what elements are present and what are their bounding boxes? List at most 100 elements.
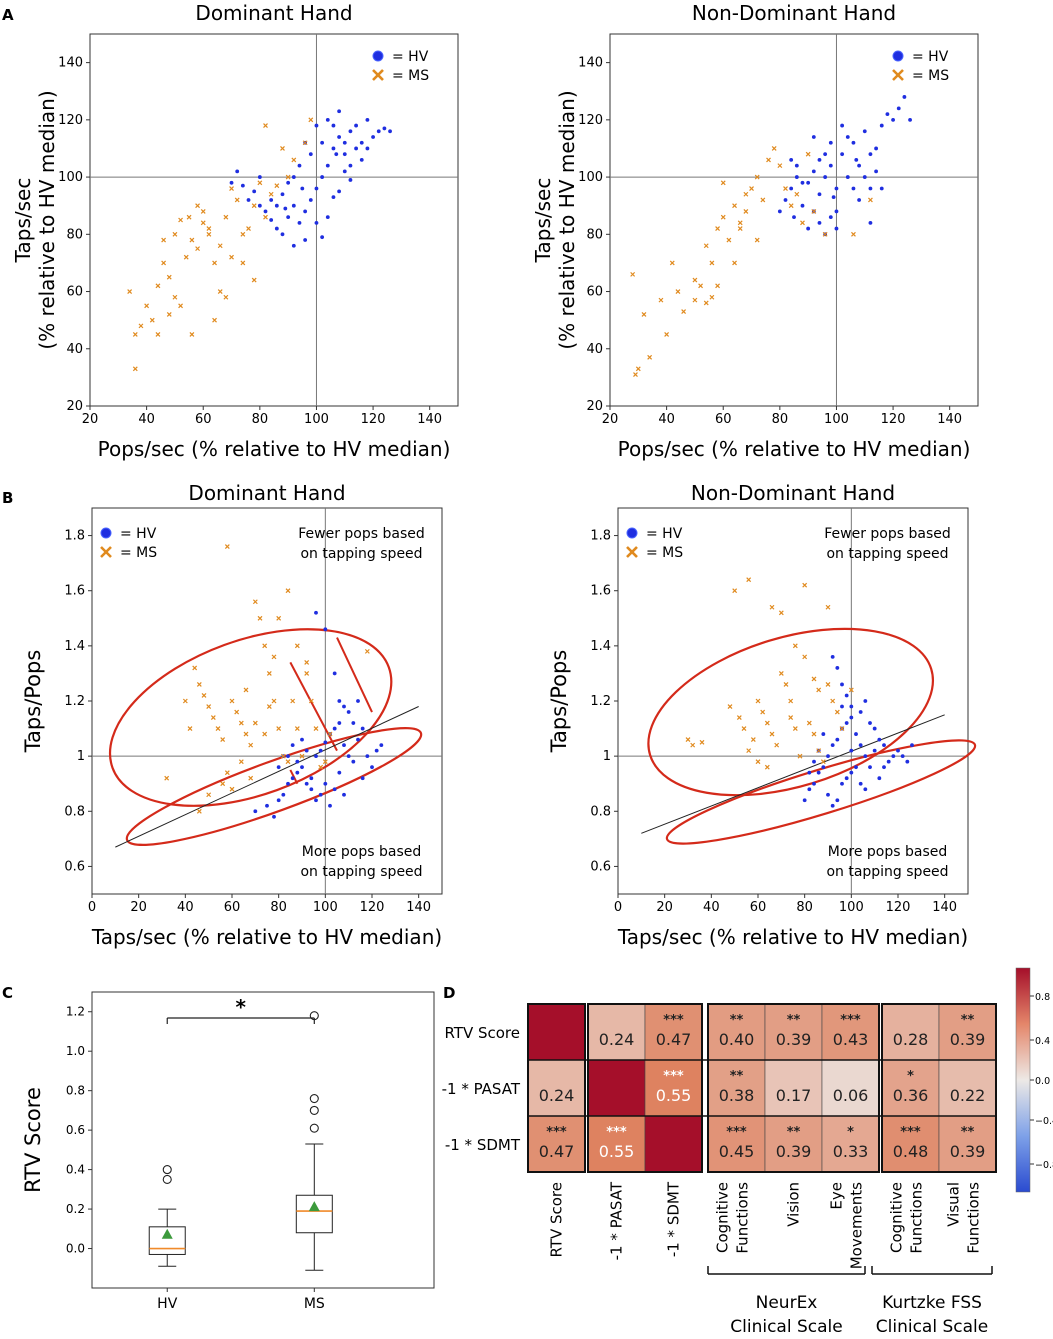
y-tick-label: 100	[58, 170, 83, 185]
hv-point	[263, 209, 268, 214]
ms-point	[212, 260, 217, 266]
ms-point	[248, 742, 254, 748]
hv-point	[857, 163, 862, 168]
ms-point-stroke	[806, 720, 812, 726]
ms-point	[825, 682, 831, 687]
heatmap-cell	[764, 1115, 823, 1173]
heatmap-cell-stars: *	[847, 1125, 854, 1140]
ms-point-stroke	[262, 731, 268, 737]
legend-ms-label: = MS	[646, 545, 683, 561]
x-tick-label: 40	[138, 412, 155, 427]
x-tick-label: 140	[406, 900, 431, 915]
ms-point-stroke	[675, 289, 681, 294]
ms-point	[252, 720, 258, 726]
ms-point-stroke	[212, 317, 217, 323]
y-tick-label: 0.0	[66, 1242, 85, 1256]
ms-point-stroke	[811, 208, 817, 214]
heatmap-cell-value: 0.40	[719, 1030, 755, 1049]
heatmap-cell-stars: ***	[606, 1125, 627, 1140]
hv-point	[874, 169, 878, 174]
heatmap-cell	[644, 1003, 703, 1061]
ms-point-stroke	[304, 671, 310, 676]
hv-point	[348, 163, 353, 168]
hv-point	[868, 721, 872, 725]
hv-point	[283, 206, 288, 211]
hv-point	[817, 192, 822, 197]
x-tick-label: 60	[715, 412, 732, 427]
ms-point	[692, 277, 698, 283]
hv-point	[812, 759, 816, 764]
hv-point	[817, 158, 822, 162]
hv-point	[291, 203, 296, 208]
ms-point	[760, 197, 766, 203]
ms-point	[196, 682, 202, 687]
x-axis-label: Pops/sec (% relative to HV median)	[98, 437, 451, 461]
hv-point	[276, 765, 281, 770]
hv-point	[896, 748, 900, 753]
ms-point-stroke	[658, 297, 664, 303]
ms-point	[868, 197, 873, 203]
ms-point-stroke	[774, 742, 780, 748]
ms-point	[364, 648, 370, 654]
hv-point	[281, 792, 286, 797]
hv-point	[354, 146, 358, 151]
ms-point	[736, 715, 742, 720]
heatmap-cell-value: 0.48	[893, 1142, 929, 1161]
hv-point	[830, 654, 835, 659]
ms-point	[750, 737, 756, 743]
hv-point	[908, 117, 912, 122]
ms-point	[698, 283, 704, 289]
ms-point	[192, 665, 198, 671]
ms-point	[755, 759, 761, 765]
ms-point	[266, 671, 272, 676]
heatmap-cell-value: 0.47	[539, 1142, 575, 1161]
hv-point	[849, 748, 854, 753]
annotation-top-line2: on tapping speed	[300, 546, 422, 562]
ms-point	[217, 289, 223, 294]
ms-point-stroke	[732, 260, 737, 266]
ms-point	[658, 297, 664, 303]
regression-line	[641, 714, 945, 834]
ms-point-stroke	[220, 781, 226, 787]
ms-point	[206, 704, 212, 709]
ms-point	[276, 615, 282, 621]
ms-point	[774, 742, 780, 748]
y-tick-label: 1.2	[590, 694, 611, 709]
heatmap-row-label: -1 * PASAT	[442, 1080, 521, 1098]
hv-point	[346, 754, 351, 759]
hv-point	[351, 721, 356, 725]
ms-point	[246, 226, 251, 232]
hv-point	[300, 186, 305, 191]
hv-point	[332, 726, 337, 731]
y-tick-label: 40	[586, 342, 603, 357]
heatmap-block-border	[707, 1003, 880, 1173]
hv-point	[845, 175, 850, 179]
hv-point	[356, 737, 360, 742]
hv-point	[356, 699, 360, 703]
hv-point	[337, 721, 342, 725]
hv-point	[240, 183, 245, 188]
annotation-top-line1: Fewer pops based	[298, 526, 425, 542]
y-tick-label: 140	[58, 56, 83, 71]
hv-point	[286, 754, 290, 759]
ms-point	[313, 726, 319, 731]
heatmap-cell-stars: ***	[726, 1125, 747, 1140]
ms-point-stroke	[839, 726, 845, 731]
heatmap-cell-stars: **	[787, 1013, 801, 1028]
ms-point-stroke	[161, 260, 167, 266]
hv-point	[886, 759, 891, 764]
ms-point-stroke	[155, 283, 161, 289]
ms-point-stroke	[766, 157, 771, 163]
ms-point	[210, 715, 216, 720]
ms-point-stroke	[251, 277, 257, 283]
ms-point	[641, 312, 647, 317]
y-tick-label: 40	[66, 342, 83, 357]
x-tick-label: 120	[886, 900, 911, 915]
annotation-bottom-line2: on tapping speed	[826, 864, 948, 880]
box-outlier	[309, 1123, 319, 1133]
plot-title: Dominant Hand	[188, 481, 345, 505]
ms-point	[664, 332, 670, 337]
hv-point	[370, 765, 374, 770]
heatmap-cell-stars: **	[961, 1125, 975, 1140]
hv-point	[269, 218, 274, 222]
